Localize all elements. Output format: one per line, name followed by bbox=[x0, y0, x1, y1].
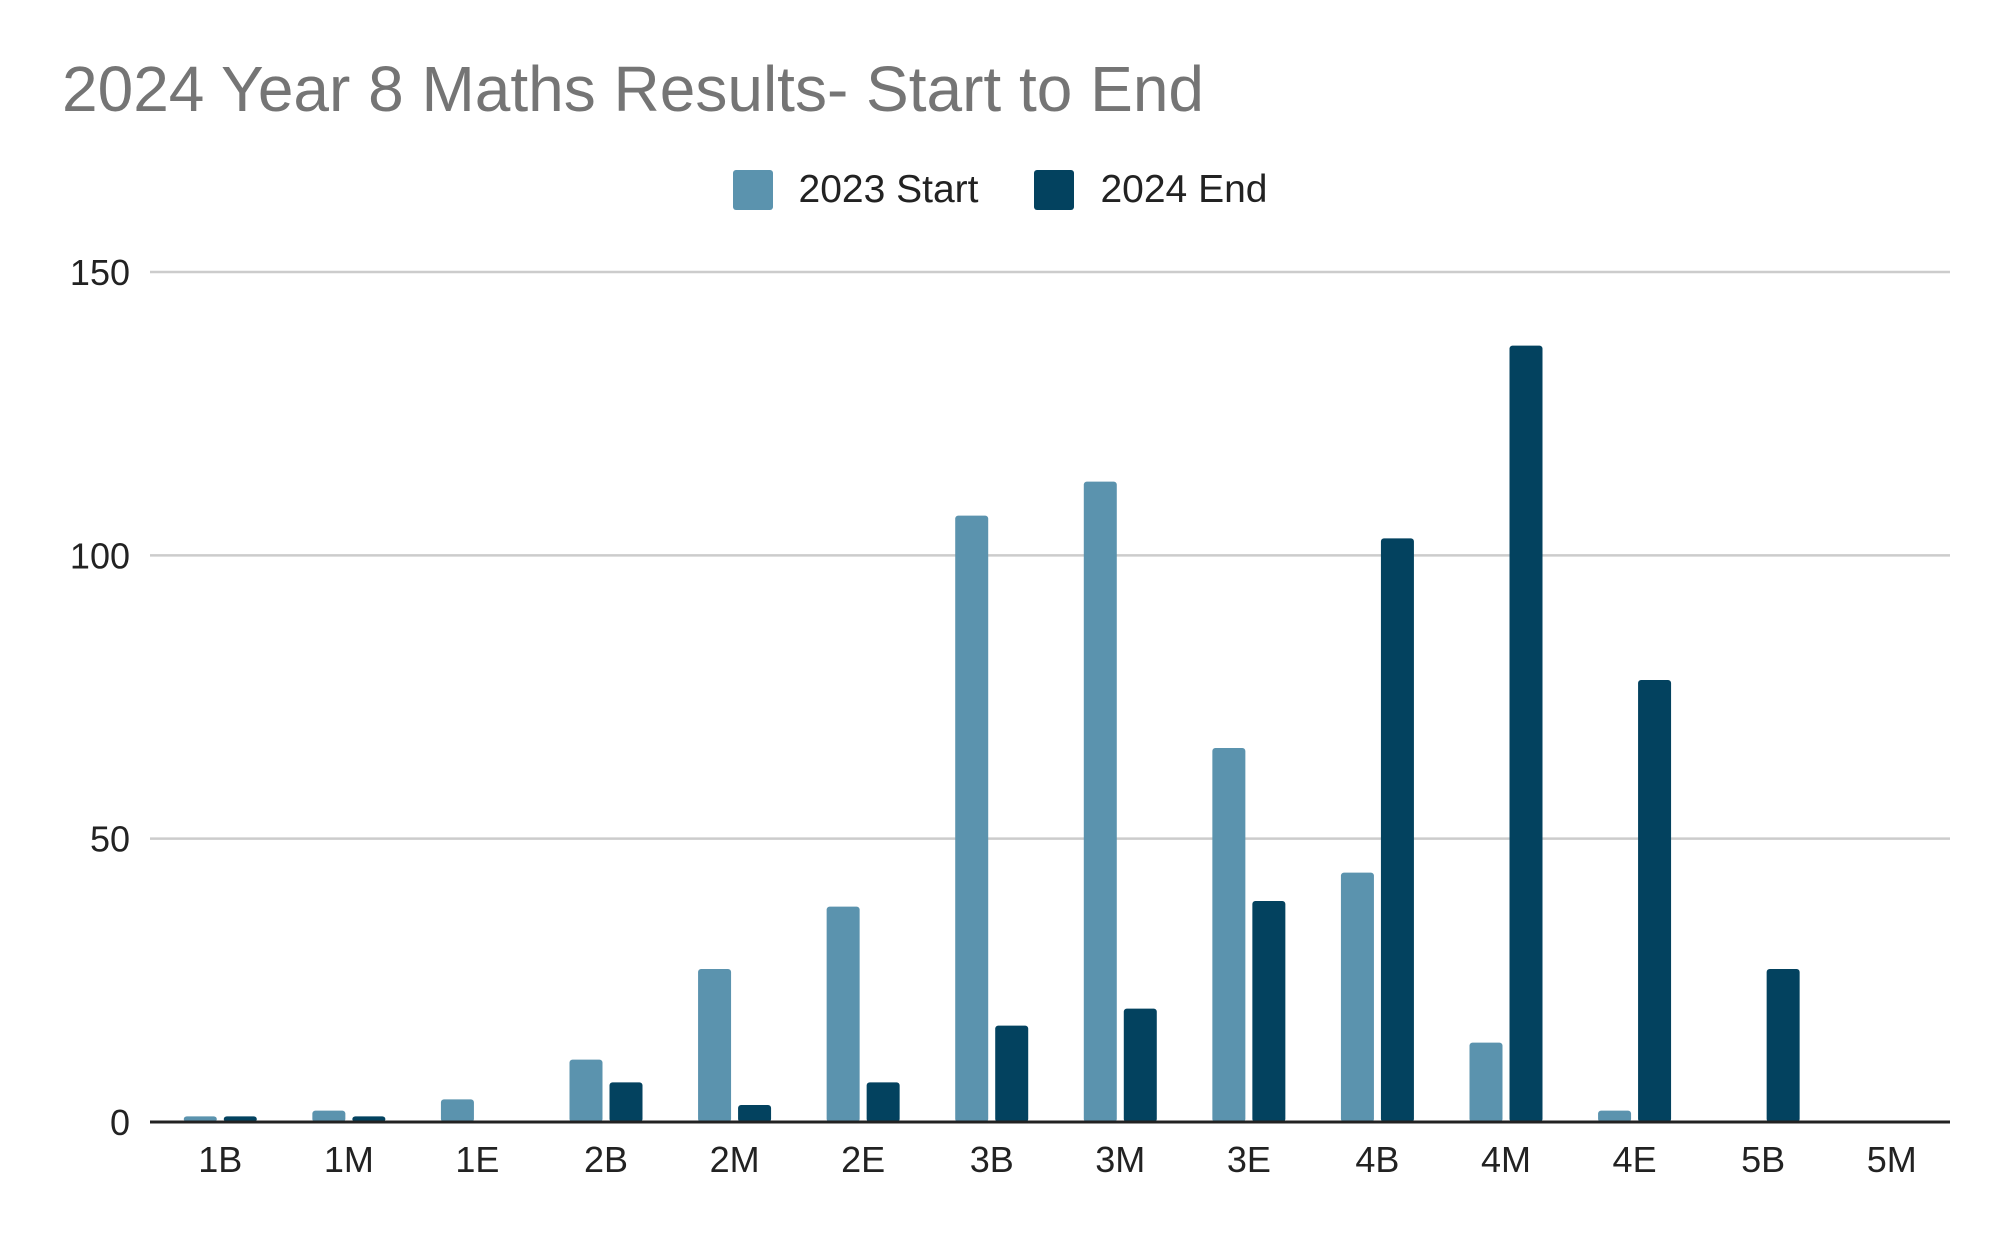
bar-start-4B bbox=[1340, 872, 1374, 1122]
bar-end-4M bbox=[1509, 345, 1543, 1123]
bar-start-2E bbox=[826, 906, 860, 1122]
x-tick-label: 2M bbox=[710, 1139, 760, 1180]
bar-start-1M bbox=[312, 1110, 346, 1122]
x-tick-label: 3B bbox=[970, 1139, 1014, 1180]
bar-end-2E bbox=[866, 1082, 900, 1122]
bar-end-3E bbox=[1252, 901, 1286, 1122]
y-tick-label: 0 bbox=[110, 1102, 130, 1143]
axes: 0 50 100 150 1B 1M 1E 2B 2M 2E 3B 3M 3E 4B 4M 4E 5B 5M bbox=[70, 252, 1950, 1180]
bar-start-2M bbox=[698, 969, 732, 1122]
bar-end-4B bbox=[1380, 538, 1414, 1122]
x-tick-label: 3E bbox=[1227, 1139, 1271, 1180]
x-tick-label: 4M bbox=[1481, 1139, 1531, 1180]
x-tick-label: 5M bbox=[1867, 1139, 1917, 1180]
legend-swatch-2024-end bbox=[1034, 170, 1075, 210]
grid-lines bbox=[150, 270, 1950, 840]
bar-end-3B bbox=[995, 1025, 1029, 1122]
bar-start-3B bbox=[955, 515, 989, 1122]
bar-end-2M bbox=[738, 1105, 772, 1122]
chart-title: 2024 Year 8 Maths Results- Start to End bbox=[62, 53, 1204, 125]
x-tick-label: 5B bbox=[1741, 1139, 1785, 1180]
bar-start-4E bbox=[1598, 1110, 1632, 1122]
legend-swatch-2023-start bbox=[732, 170, 773, 210]
bar-start-1E bbox=[440, 1099, 474, 1122]
bar-end-2B bbox=[609, 1082, 643, 1122]
y-tick-label: 100 bbox=[70, 535, 130, 576]
y-tick-label: 50 bbox=[90, 819, 130, 860]
x-tick-label: 2E bbox=[841, 1139, 885, 1180]
legend-label-2023-start: 2023 Start bbox=[798, 168, 979, 211]
legend: 2023 Start 2024 End bbox=[0, 164, 2000, 216]
legend-item-2024-end: 2024 End bbox=[1034, 168, 1267, 212]
x-tick-label: 2B bbox=[584, 1139, 628, 1180]
bar-start-3E bbox=[1212, 748, 1246, 1122]
x-tick-label: 4E bbox=[1613, 1139, 1657, 1180]
x-tick-label: 1E bbox=[455, 1139, 499, 1180]
legend-item-2023-start: 2023 Start bbox=[732, 168, 979, 212]
x-tick-label: 3M bbox=[1095, 1139, 1145, 1180]
bar-end-5B bbox=[1766, 969, 1800, 1122]
x-tick-label: 4B bbox=[1355, 1139, 1399, 1180]
bar-end-4E bbox=[1638, 680, 1672, 1122]
bar-end-3M bbox=[1123, 1008, 1157, 1122]
y-tick-label: 150 bbox=[70, 252, 130, 293]
bars bbox=[183, 345, 1800, 1123]
bar-start-3M bbox=[1083, 481, 1117, 1123]
legend-label-2024-end: 2024 End bbox=[1100, 168, 1268, 211]
bar-start-4M bbox=[1469, 1042, 1503, 1122]
bar-start-2B bbox=[569, 1059, 603, 1122]
x-tick-label: 1B bbox=[198, 1139, 242, 1180]
x-tick-label: 1M bbox=[324, 1139, 374, 1180]
